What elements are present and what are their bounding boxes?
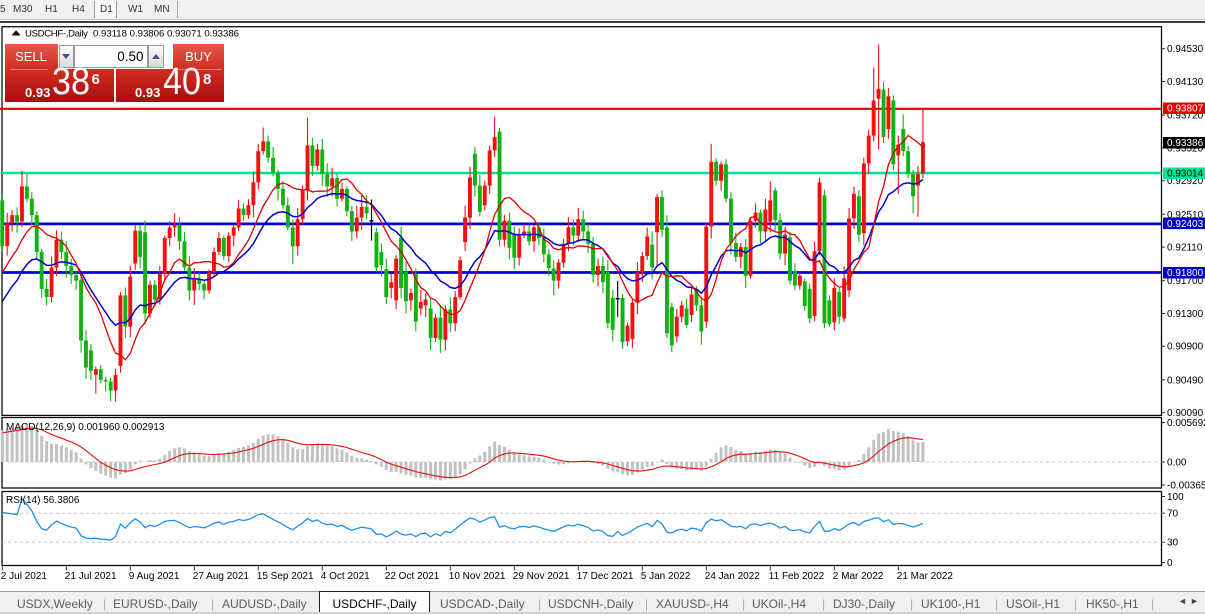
svg-text:0.005692: 0.005692 (1167, 418, 1205, 429)
svg-text:22 Oct 2021: 22 Oct 2021 (385, 571, 440, 582)
svg-text:0.92510: 0.92510 (1167, 210, 1204, 221)
svg-text:0.91800: 0.91800 (1167, 268, 1204, 279)
svg-text:21 Mar 2022: 21 Mar 2022 (897, 571, 954, 582)
svg-text:0.92110: 0.92110 (1167, 243, 1203, 254)
svg-text:4 Oct 2021: 4 Oct 2021 (321, 571, 370, 582)
svg-text:0.91700: 0.91700 (1167, 276, 1204, 287)
svg-text:0.93118 0.93806 0.93071 0.9338: 0.93118 0.93806 0.93071 0.93386 (93, 28, 239, 39)
svg-text:USDCHF-,Daily: USDCHF-,Daily (25, 28, 88, 39)
svg-text:0.92403: 0.92403 (1167, 219, 1204, 230)
svg-text:17 Dec 2021: 17 Dec 2021 (577, 571, 634, 582)
svg-text:11 Feb 2022: 11 Feb 2022 (769, 571, 825, 582)
svg-text:100: 100 (1167, 492, 1184, 503)
svg-text:0: 0 (1167, 558, 1173, 569)
svg-text:0.94530: 0.94530 (1167, 44, 1204, 55)
svg-text:2 Jul 2021: 2 Jul 2021 (1, 571, 48, 582)
svg-text:70: 70 (1167, 509, 1179, 520)
svg-text:5 Jan 2022: 5 Jan 2022 (641, 571, 691, 582)
svg-text:30: 30 (1167, 538, 1179, 549)
svg-text:0.93320: 0.93320 (1167, 143, 1204, 154)
svg-text:0.93386: 0.93386 (1167, 138, 1204, 149)
svg-text:21 Jul 2021: 21 Jul 2021 (65, 571, 117, 582)
svg-text:15 Sep 2021: 15 Sep 2021 (257, 571, 314, 582)
svg-text:0.90900: 0.90900 (1167, 342, 1204, 353)
svg-text:10 Nov 2021: 10 Nov 2021 (449, 571, 506, 582)
svg-text:29 Nov 2021: 29 Nov 2021 (513, 571, 570, 582)
svg-text:0.90490: 0.90490 (1167, 375, 1204, 386)
svg-text:0.93720: 0.93720 (1167, 111, 1204, 122)
svg-text:9 Aug 2021: 9 Aug 2021 (129, 571, 180, 582)
svg-text:0.94130: 0.94130 (1167, 77, 1204, 88)
svg-text:MACD(12,26,9) 0.001960 0.00291: MACD(12,26,9) 0.001960 0.002913 (6, 422, 165, 433)
svg-text:27 Aug 2021: 27 Aug 2021 (193, 571, 250, 582)
svg-text:0.91300: 0.91300 (1167, 309, 1204, 320)
svg-text:-0.00365: -0.00365 (1167, 481, 1205, 492)
svg-text:0.93807: 0.93807 (1167, 104, 1204, 115)
svg-text:RSI(14) 56.3806: RSI(14) 56.3806 (6, 495, 80, 506)
svg-text:0.90090: 0.90090 (1167, 408, 1204, 419)
svg-text:2 Mar 2022: 2 Mar 2022 (833, 571, 884, 582)
svg-text:0.92920: 0.92920 (1167, 176, 1204, 187)
svg-text:24 Jan 2022: 24 Jan 2022 (705, 571, 760, 582)
svg-text:0.00: 0.00 (1167, 458, 1187, 469)
svg-text:0.93014: 0.93014 (1167, 169, 1204, 180)
